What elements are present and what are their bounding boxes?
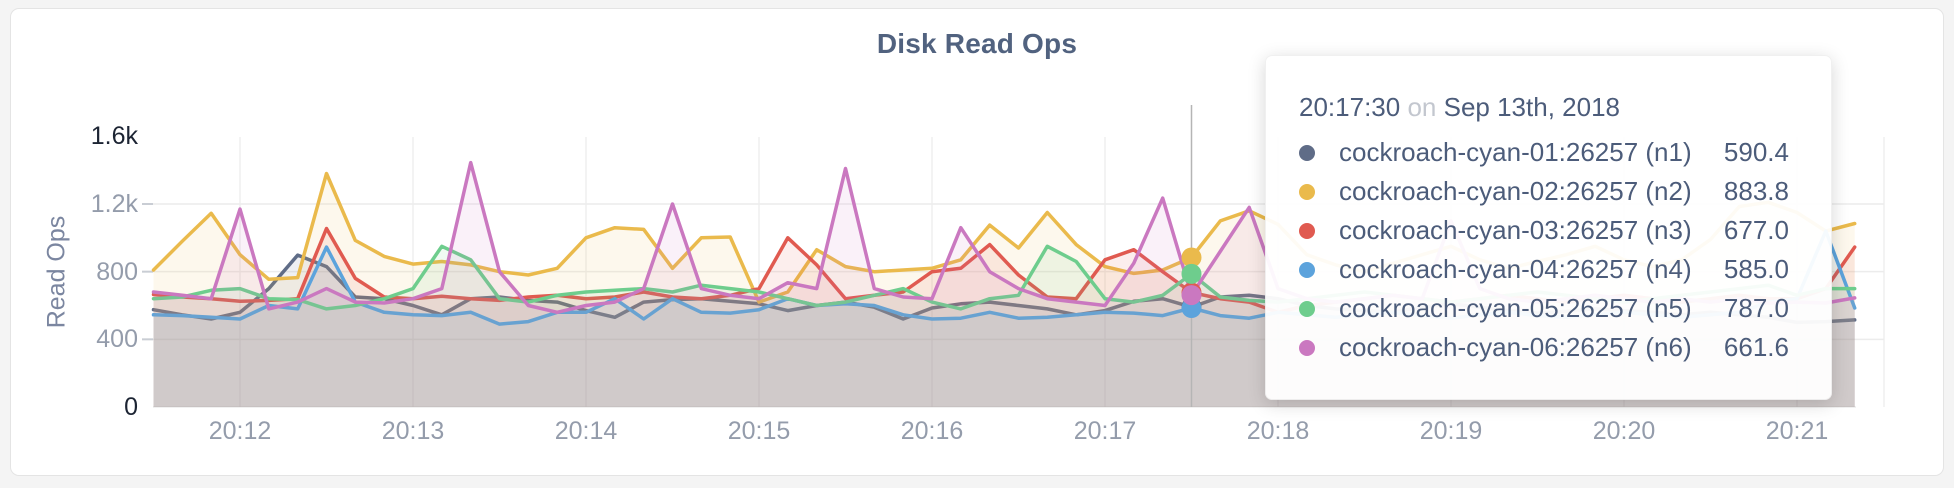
tooltip-row: cockroach-cyan-06:26257 (n6) 661.6: [1299, 328, 1789, 367]
tooltip-row: cockroach-cyan-05:26257 (n5) 787.0: [1299, 289, 1789, 328]
x-tick-label: 20:18: [1246, 417, 1310, 445]
tooltip-series-label: cockroach-cyan-04:26257 (n4): [1339, 254, 1692, 284]
x-tick-label: 20:14: [554, 417, 618, 445]
hover-dot: [1181, 247, 1202, 268]
tooltip-conjunction: on: [1407, 92, 1437, 122]
x-tick-label: 20:13: [381, 417, 445, 445]
tooltip-header: 20:17:30 on Sep 13th, 2018: [1299, 92, 1789, 123]
tooltip-series-label: cockroach-cyan-06:26257 (n6): [1339, 332, 1692, 362]
y-tick-label: 1.2k: [90, 189, 138, 218]
chart-title: Disk Read Ops: [876, 28, 1078, 59]
tooltip-series-value: 590.4: [1723, 137, 1789, 167]
tooltip-rows: cockroach-cyan-01:26257 (n1) 590.4 cockroa…: [1299, 133, 1789, 367]
series-color-dot-icon: [1299, 261, 1315, 278]
tooltip-series-value: 661.6: [1723, 332, 1789, 362]
x-tick-label: 20:15: [727, 417, 791, 445]
tooltip-series-value: 787.0: [1723, 293, 1789, 323]
x-tick-label: 20:19: [1419, 417, 1483, 445]
tooltip-series-label: cockroach-cyan-03:26257 (n3): [1339, 215, 1692, 245]
series-color-dot-icon: [1299, 300, 1315, 317]
tooltip-series-label: cockroach-cyan-05:26257 (n5): [1339, 293, 1692, 323]
hover-dot: [1181, 285, 1202, 306]
x-tick-label: 20:21: [1765, 417, 1829, 445]
x-tick-label: 20:12: [208, 417, 272, 445]
y-tick-label: 400: [96, 325, 138, 354]
series-color-dot-icon: [1299, 183, 1315, 200]
tooltip-series-value: 883.8: [1723, 176, 1789, 206]
series-color-dot-icon: [1299, 222, 1315, 239]
tooltip-series-value: 585.0: [1723, 254, 1789, 284]
tooltip-date: Sep 13th, 2018: [1443, 92, 1620, 122]
tooltip-series-label: cockroach-cyan-02:26257 (n2): [1339, 176, 1692, 206]
x-tick-label: 20:20: [1592, 417, 1656, 445]
y-tick-label: 1.6k: [90, 122, 138, 151]
hover-tooltip: 20:17:30 on Sep 13th, 2018 cockroach-cya…: [1265, 55, 1832, 400]
x-tick-label: 20:17: [1073, 417, 1137, 445]
tooltip-series-value: 677.0: [1723, 215, 1789, 245]
tooltip-row: cockroach-cyan-01:26257 (n1) 590.4: [1299, 133, 1789, 172]
series-color-dot-icon: [1299, 339, 1315, 356]
x-tick-label: 20:16: [900, 417, 964, 445]
tooltip-time: 20:17:30: [1299, 92, 1401, 122]
tooltip-series-label: cockroach-cyan-01:26257 (n1): [1339, 137, 1692, 167]
series-color-dot-icon: [1299, 144, 1315, 161]
tooltip-row: cockroach-cyan-03:26257 (n3) 677.0: [1299, 211, 1789, 250]
hover-dot: [1181, 263, 1202, 284]
tooltip-row: cockroach-cyan-04:26257 (n4) 585.0: [1299, 250, 1789, 289]
tooltip-row: cockroach-cyan-02:26257 (n2) 883.8: [1299, 172, 1789, 211]
y-tick-label: 800: [96, 257, 138, 286]
y-tick-label: 0: [124, 393, 138, 421]
